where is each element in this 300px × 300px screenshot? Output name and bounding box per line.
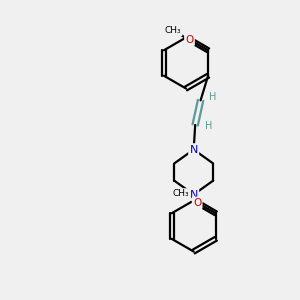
Text: N: N xyxy=(190,190,198,200)
Text: O: O xyxy=(193,198,201,208)
Text: O: O xyxy=(185,35,194,45)
Text: N: N xyxy=(190,145,198,154)
Text: H: H xyxy=(209,92,217,102)
Text: CH₃: CH₃ xyxy=(172,189,189,198)
Text: CH₃: CH₃ xyxy=(165,26,181,35)
Text: H: H xyxy=(205,122,212,131)
